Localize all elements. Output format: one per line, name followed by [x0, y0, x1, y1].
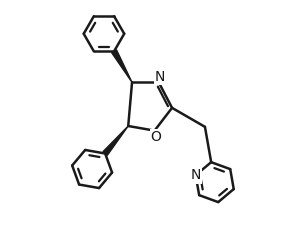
Text: O: O — [151, 130, 161, 144]
Text: N: N — [190, 168, 201, 182]
Polygon shape — [103, 126, 128, 155]
Text: N: N — [155, 70, 165, 84]
Polygon shape — [112, 50, 132, 82]
